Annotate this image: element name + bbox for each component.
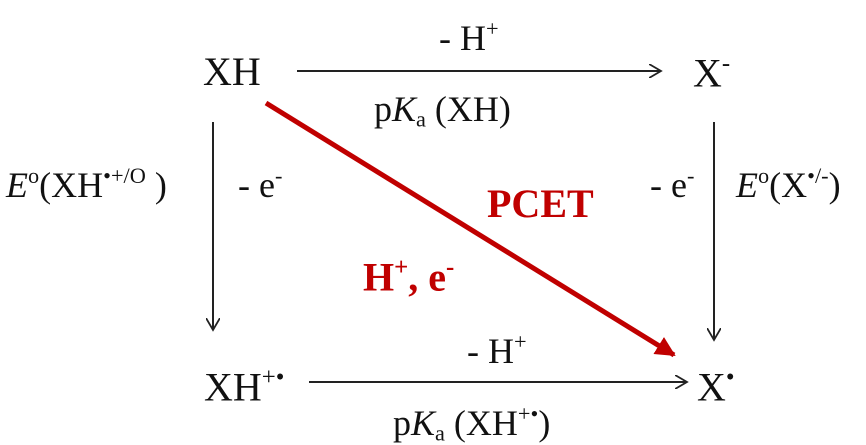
pcet-sep-e: , e <box>408 254 447 300</box>
species-x-radical: X• <box>697 364 735 410</box>
x-radical-charge: • <box>725 364 735 391</box>
top-pka-label: pKa (XH) <box>374 91 511 131</box>
right-potential-sup: •/- <box>807 163 829 188</box>
top-h-charge: + <box>486 16 499 41</box>
right-e-label: - e- <box>650 163 695 205</box>
right-minus-e: - e <box>650 164 687 205</box>
bottom-arrow-label: - H+ <box>467 329 527 371</box>
pcet-label: PCET <box>487 184 594 224</box>
right-potential-e: E <box>736 164 758 205</box>
pcet-h: H <box>363 254 395 300</box>
species-xh: XH <box>203 52 261 92</box>
left-potential-label: Eo(XH•+/O ) <box>6 163 167 205</box>
right-potential-close: ) <box>828 164 841 205</box>
right-e-charge: - <box>686 163 695 188</box>
left-potential-open: (XH <box>39 164 104 205</box>
left-potential-e: E <box>6 164 28 205</box>
pcet-h-charge: + <box>394 254 409 281</box>
pcet-diagonal-arrow <box>264 100 676 358</box>
top-pka-k: K <box>392 89 417 129</box>
bottom-pka-arg-close: ) <box>538 402 551 443</box>
top-pka-sub: a <box>416 106 426 132</box>
bottom-h-charge: + <box>514 329 527 354</box>
x-anion-charge: - <box>721 50 731 77</box>
x-radical-text: X <box>697 364 726 410</box>
species-xh-radical-cation: XH+• <box>204 364 285 410</box>
bottom-pka-arg-open: (XH <box>453 402 518 443</box>
pcet-h-e-label: H+, e- <box>363 254 455 300</box>
bottom-pka-sub: a <box>435 420 445 445</box>
left-potential-close: ) <box>145 164 167 205</box>
left-minus-e: - e <box>238 164 275 205</box>
species-x-anion: X- <box>693 50 731 96</box>
xh-text: XH <box>203 49 261 94</box>
bottom-pka-label: pKa (XH+•) <box>393 401 551 445</box>
right-potential-label: Eo(X•/-) <box>736 163 841 205</box>
bottom-minus-h: - H <box>467 330 514 371</box>
pcet-text: PCET <box>487 181 594 226</box>
left-potential-deg: o <box>28 163 40 188</box>
right-potential-open: (X <box>769 164 808 205</box>
pcet-e-charge: - <box>446 254 455 281</box>
left-e-charge: - <box>274 163 283 188</box>
top-pka-arg: (XH) <box>434 89 511 129</box>
x-anion-text: X <box>693 50 722 96</box>
left-e-label: - e- <box>238 163 283 205</box>
right-potential-deg: o <box>758 163 770 188</box>
bottom-pka-k: K <box>411 402 436 443</box>
xh-radcat-charge: +• <box>261 364 285 391</box>
top-pka-p: p <box>374 89 392 129</box>
bottom-pka-arg-charge: +• <box>517 401 539 426</box>
xh-radcat-text: XH <box>204 364 262 410</box>
top-minus-h: - H <box>439 17 486 58</box>
top-arrow-label: - H+ <box>439 16 499 58</box>
bottom-pka-p: p <box>393 402 411 443</box>
left-potential-sup: •+/O <box>103 163 146 188</box>
